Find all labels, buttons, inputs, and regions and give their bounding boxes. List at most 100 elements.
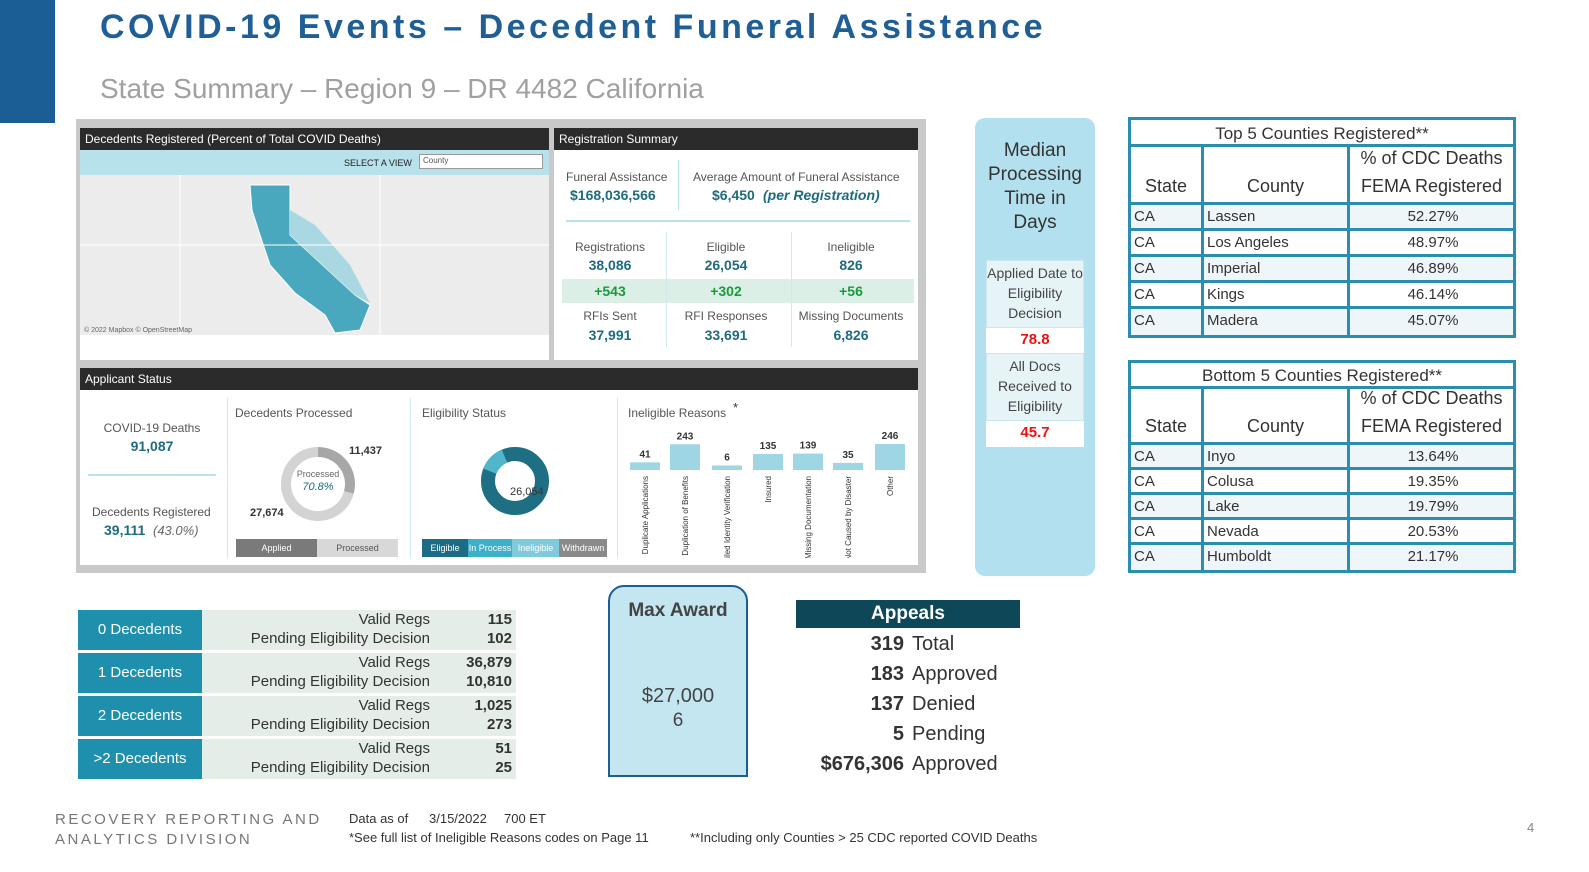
- stat-change: +302: [710, 283, 742, 299]
- stat-value: 26,054: [704, 257, 748, 273]
- legend-item: Withdrawn: [559, 539, 607, 557]
- label: COVID-19 Deaths: [103, 421, 201, 435]
- row-value: 115: [487, 611, 512, 628]
- divider: [617, 398, 618, 558]
- x-tick-label: Duplication of Benefits: [681, 476, 690, 556]
- panel-title: Registration Summary: [554, 128, 918, 150]
- donut-segment: [281, 447, 354, 521]
- table-cell: Imperial: [1204, 257, 1350, 283]
- column-header: County: [1204, 389, 1350, 445]
- data-label: 246: [882, 431, 899, 442]
- appeals-title: Appeals: [796, 600, 1020, 628]
- row-value: 273: [486, 716, 512, 733]
- bar: [670, 444, 700, 470]
- table-cell: 19.35%: [1350, 470, 1513, 495]
- appeal-label: Approved: [912, 663, 998, 685]
- row-label: Pending Eligibility Decision: [250, 630, 430, 647]
- table-cell: 46.89%: [1350, 257, 1513, 283]
- select[interactable]: County: [419, 154, 543, 169]
- legend-item: Ineligible: [512, 539, 559, 557]
- chart-title: Ineligible Reasons: [628, 406, 727, 420]
- table-cell: CA: [1131, 283, 1204, 309]
- table-cell: CA: [1131, 231, 1204, 257]
- row-label: Valid Regs: [358, 740, 430, 757]
- value: $168,036,566: [570, 187, 656, 203]
- table-cell: Lassen: [1204, 205, 1350, 231]
- table-cell: 13.64%: [1350, 445, 1513, 470]
- stat-label: Ineligible: [827, 240, 875, 254]
- group-bg: [202, 696, 516, 736]
- donut-segment: [317, 447, 355, 494]
- donut-ring-part: [483, 449, 508, 475]
- appeal-label: Total: [912, 633, 955, 655]
- chart-title: Decedents Processed: [235, 406, 353, 420]
- divider: [678, 160, 679, 210]
- bar: [712, 465, 742, 470]
- page-number: 4: [1527, 820, 1535, 835]
- table-cell: CA: [1131, 470, 1204, 495]
- row-label: Pending Eligibility Decision: [250, 716, 430, 733]
- stat-value: 37,991: [588, 327, 632, 343]
- group-bg: [202, 610, 516, 650]
- table-cell: CA: [1131, 520, 1204, 545]
- table-cell: CA: [1131, 257, 1204, 283]
- data-label: 35: [842, 450, 854, 461]
- table-cell: 20.53%: [1350, 520, 1513, 545]
- x-tick-label: Not Caused by Disaster: [844, 476, 853, 558]
- row-label: Valid Regs: [358, 697, 430, 714]
- table-cell: 46.14%: [1350, 283, 1513, 309]
- row-label: Valid Regs: [358, 654, 430, 671]
- row-value: 36,879: [466, 654, 512, 671]
- legend-item: Eligible: [422, 539, 468, 557]
- table-cell: CA: [1131, 309, 1204, 335]
- divider: [666, 232, 667, 347]
- stat-value: 38,086: [588, 257, 632, 273]
- note-mark: *: [733, 400, 739, 415]
- appeal-value: 183: [870, 663, 904, 685]
- stat-label: RFIs Sent: [583, 309, 637, 323]
- map: [80, 175, 549, 335]
- bar: [875, 444, 905, 470]
- legend-item: In Process: [468, 539, 512, 557]
- column-header: % of CDC Deaths FEMA Registered: [1350, 388, 1513, 445]
- table-cell: 45.07%: [1350, 309, 1513, 335]
- divider: [566, 220, 910, 222]
- footer-text: 3/15/2022: [429, 811, 487, 826]
- stat-value: 33,691: [704, 327, 748, 343]
- table-title: Bottom 5 Counties Registered**: [1131, 363, 1513, 389]
- item-value: 78.8: [986, 328, 1084, 354]
- panel-title: Applicant Status: [80, 368, 918, 390]
- max-award-box: [608, 585, 748, 777]
- data-label: 27,674: [250, 507, 285, 519]
- row-value: 25: [495, 759, 512, 776]
- bar: [753, 453, 783, 470]
- table-cell: CA: [1131, 205, 1204, 231]
- value: $6,450: [712, 187, 755, 203]
- change-row: [562, 279, 914, 303]
- table-cell: Inyo: [1204, 445, 1350, 470]
- bar: [833, 462, 863, 470]
- table-cell: Kings: [1204, 283, 1350, 309]
- table-title: Top 5 Counties Registered**: [1131, 120, 1513, 147]
- accent-bar: [0, 0, 55, 123]
- value: 91,087: [130, 438, 174, 454]
- subtitle: State Summary – Region 9 – DR 4482 Calif…: [100, 73, 704, 104]
- value-pct: (43.0%): [153, 523, 199, 538]
- data-label: 243: [677, 431, 694, 442]
- bar: [793, 453, 823, 470]
- footer-text: 700 ET: [504, 811, 546, 826]
- x-tick-label: Duplicate Applications: [641, 476, 650, 554]
- appeal-label: Approved: [912, 753, 998, 775]
- column-header: State: [1131, 147, 1204, 205]
- column-header: % of CDC Deaths FEMA Registered: [1350, 147, 1513, 205]
- value-note: (per Registration): [763, 187, 880, 203]
- appeal-value: 137: [870, 693, 904, 715]
- stat-change: +56: [839, 283, 863, 299]
- box-title: Max Award: [628, 600, 728, 621]
- x-tick-label: Missing Documentation: [804, 476, 813, 558]
- state-outline: [249, 184, 371, 334]
- row-label: Valid Regs: [358, 611, 430, 628]
- stat-label: RFI Responses: [684, 309, 768, 323]
- column-header: County: [1204, 147, 1350, 205]
- footer-note: **Including only Counties > 25 CDC repor…: [690, 830, 1038, 845]
